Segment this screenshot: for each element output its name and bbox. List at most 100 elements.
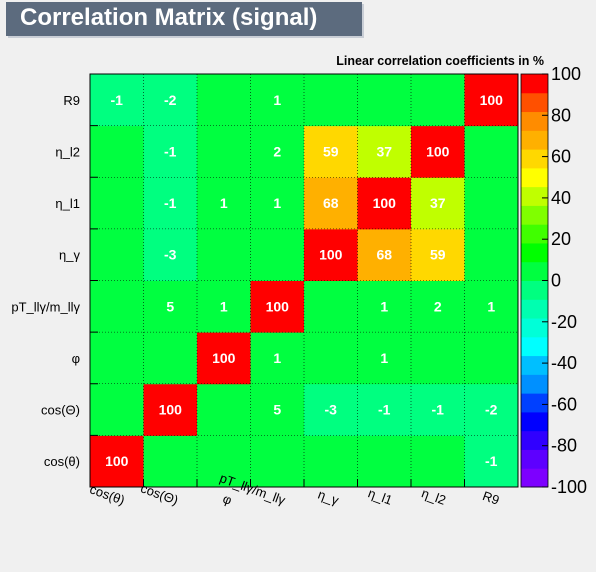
y-tick-label: R9 — [63, 93, 80, 108]
heatmap-cell — [90, 332, 144, 385]
heatmap-cell — [197, 332, 251, 385]
x-tick-label: η_l2 — [420, 485, 448, 508]
color-palette-swatch — [521, 449, 548, 469]
y-tick-label: η_l1 — [55, 196, 80, 211]
heatmap-cell — [411, 435, 465, 488]
heatmap-cell — [464, 74, 519, 127]
chart-title: Correlation Matrix (signal) — [20, 4, 318, 31]
palette-tick-label: -80 — [551, 436, 577, 456]
color-palette-swatch — [521, 468, 548, 488]
heatmap-cell — [357, 74, 412, 127]
heatmap-cell — [143, 435, 198, 488]
x-tick-label: η_γ — [316, 487, 341, 508]
cell-value-label: 5 — [166, 298, 174, 314]
heatmap-cell — [464, 280, 519, 333]
palette-tick-label: -100 — [551, 477, 587, 497]
heatmap-cell — [304, 74, 358, 127]
cell-value-label: 1 — [273, 195, 281, 211]
cell-value-label: 1 — [487, 298, 495, 314]
cell-value-label: -2 — [485, 402, 498, 418]
color-palette-swatch — [521, 92, 548, 113]
cell-value-label: 100 — [373, 195, 397, 211]
palette-tick-label: 0 — [551, 271, 561, 291]
color-palette-swatch — [521, 205, 548, 225]
palette-tick-label: 80 — [551, 105, 571, 125]
heatmap-cell — [411, 280, 465, 333]
y-tick-label: η_l2 — [55, 144, 80, 159]
heatmap-cell — [250, 74, 305, 127]
heatmap-cell — [143, 125, 198, 178]
heatmap-cell — [250, 332, 305, 385]
cell-value-label: -1 — [164, 143, 177, 159]
cell-value-label: 1 — [273, 92, 281, 108]
color-palette-swatch — [521, 430, 548, 450]
y-tick-label: cos(θ) — [44, 454, 80, 469]
cell-value-label: -1 — [111, 92, 124, 108]
heatmap-cell — [250, 125, 305, 178]
heatmap-cell — [304, 177, 358, 230]
heatmap-cell — [357, 332, 412, 385]
color-palette-swatch — [521, 111, 548, 131]
heatmap-cell — [357, 383, 412, 436]
heatmap-cell — [143, 74, 198, 127]
heatmap-cell — [411, 74, 465, 127]
heatmap-cell — [411, 228, 465, 281]
color-palette-swatch — [521, 374, 548, 394]
y-tick-label: η_γ — [59, 248, 80, 263]
cell-value-label: 100 — [159, 402, 183, 418]
palette-tick-label: -20 — [551, 312, 577, 332]
cell-value-label: 2 — [434, 298, 442, 314]
heatmap-cell — [357, 228, 412, 281]
color-palette-swatch — [521, 130, 548, 150]
color-palette-swatch — [521, 411, 548, 432]
color-palette-swatch — [521, 299, 548, 319]
heatmap-cell — [197, 74, 251, 127]
cell-value-label: 37 — [430, 195, 446, 211]
x-tick-label: φ — [221, 491, 234, 508]
color-palette-swatch — [521, 318, 548, 338]
heatmap-cell — [143, 280, 198, 333]
cell-value-label: 100 — [480, 92, 504, 108]
x-tick-label: η_l1 — [366, 485, 394, 508]
palette-tick-label: 20 — [551, 229, 571, 249]
color-palette-swatch — [521, 355, 548, 375]
cell-value-label: 1 — [380, 298, 388, 314]
palette-tick-label: 100 — [551, 64, 581, 84]
cell-value-label: 1 — [220, 195, 228, 211]
heatmap-cell — [143, 332, 198, 385]
heatmap-cell — [357, 177, 412, 230]
cell-value-label: -1 — [378, 402, 391, 418]
heatmap-cell — [90, 177, 144, 230]
heatmap-cell — [304, 332, 358, 385]
heatmap-cell — [411, 177, 465, 230]
heatmap-cell — [411, 332, 465, 385]
cell-value-label: 37 — [376, 143, 392, 159]
cell-value-label: 100 — [319, 247, 343, 263]
cell-value-label: 100 — [266, 298, 290, 314]
heatmap-cell — [464, 125, 519, 178]
heatmap-cell — [90, 125, 144, 178]
heatmap-cell — [411, 125, 465, 178]
color-palette-swatch — [521, 393, 548, 413]
color-palette-swatch — [521, 336, 548, 357]
palette-tick-label: 40 — [551, 188, 571, 208]
color-palette-swatch — [521, 167, 548, 188]
heatmap-cell — [464, 332, 519, 385]
color-palette-swatch — [521, 149, 548, 169]
heatmap-cell — [143, 383, 198, 436]
y-tick-label: pT_llγ/m_llγ — [11, 299, 80, 314]
heatmap-cell — [464, 383, 519, 436]
cell-value-label: 59 — [323, 143, 339, 159]
chart-subtitle: Linear correlation coefficients in % — [336, 54, 544, 68]
cell-value-label: 1 — [273, 350, 281, 366]
title-box: Correlation Matrix (signal) — [6, 2, 362, 36]
heatmap-cell — [143, 177, 198, 230]
heatmap-cell — [90, 228, 144, 281]
heatmap-cell — [197, 228, 251, 281]
heatmap-cell — [197, 125, 251, 178]
x-tick-label: R9 — [481, 488, 502, 508]
palette-tick-label: 60 — [551, 147, 571, 167]
color-palette-swatch — [521, 186, 548, 206]
heatmap-cell — [197, 383, 251, 436]
heatmap-cell — [304, 383, 358, 436]
